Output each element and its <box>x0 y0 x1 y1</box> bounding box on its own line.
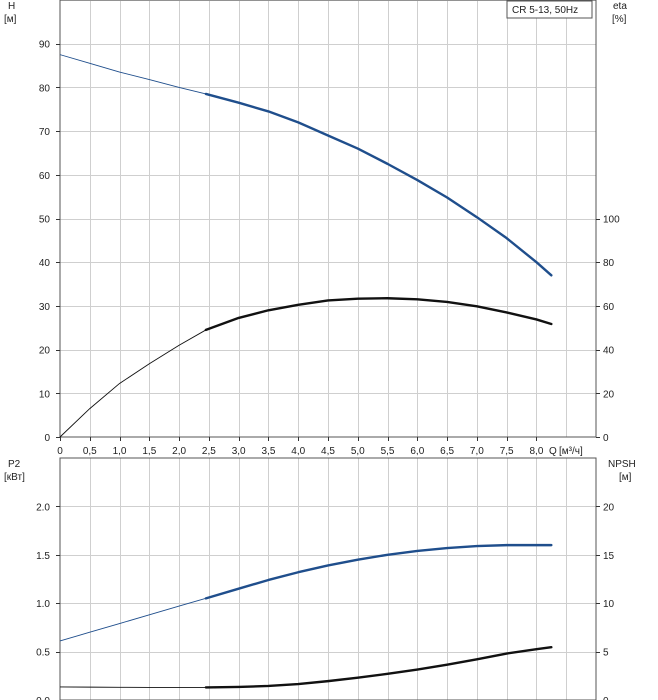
power-npsh-frame <box>59 457 597 700</box>
right-tick-label: 80 <box>603 258 615 269</box>
head-efficiency-series <box>59 54 553 438</box>
top-series-left-operating-line <box>204 92 553 277</box>
right-tick-label: 5 <box>603 648 609 659</box>
npsh-axis-unit: [м] <box>619 472 632 483</box>
head-efficiency-panel: 0 10 20 30 40 50 60 70 80 90 0 20 40 60 80 100 0 0,5 1,0 1,… <box>4 0 627 457</box>
right-tick-label: 20 <box>603 502 615 513</box>
right-tick-label: 0 <box>603 696 609 700</box>
left-tick-label: 60 <box>39 171 51 182</box>
left-tick-label: 70 <box>39 127 51 138</box>
left-tick-label: 20 <box>39 346 51 357</box>
legend-box <box>506 0 593 19</box>
x-tick-label: 1,5 <box>142 446 156 457</box>
flow-axis-unit: [м³/ч] <box>559 446 583 457</box>
x-tick-label: 8,0 <box>529 446 543 457</box>
left-tick-label: 2.0 <box>36 502 50 513</box>
eta-axis-label: eta <box>613 1 627 12</box>
x-tick-label: 4,5 <box>321 446 335 457</box>
left-tick-label: 40 <box>39 258 51 269</box>
x-tick-label: 0 <box>57 446 63 457</box>
x-tick-label: 2,5 <box>202 446 216 457</box>
x-tick-label: 6,0 <box>410 446 424 457</box>
power-axis-label: P2 <box>8 459 21 470</box>
power-npsh-panel: 0.0 0.5 1.0 1.5 2.0 0 5 10 15 20 P2 [кВт] NPSH [м… <box>4 457 636 700</box>
npsh-axis-label: NPSH <box>608 459 636 470</box>
left-tick-label: 30 <box>39 302 51 313</box>
head-efficiency-ticks: 0 10 20 30 40 50 60 70 80 90 0 20 40 60 80 100 0 0,5 1,0 1,… <box>39 40 620 457</box>
x-tick-label: 3,0 <box>232 446 246 457</box>
power-axis-unit: [кВт] <box>4 472 25 483</box>
left-tick-label: 0.0 <box>36 696 50 700</box>
power-npsh-ticks: 0.0 0.5 1.0 1.5 2.0 0 5 10 15 20 <box>36 502 614 700</box>
x-tick-label: 5,5 <box>381 446 395 457</box>
x-tick-label: 7,0 <box>470 446 484 457</box>
bottom-series-left-operating-line <box>204 543 553 600</box>
head-efficiency-grid <box>60 0 596 437</box>
left-tick-label: 50 <box>39 215 51 226</box>
right-tick-label: 15 <box>603 551 615 562</box>
x-tick-label: 0,5 <box>83 446 97 457</box>
left-tick-label: 90 <box>39 40 51 51</box>
left-tick-label: 1.0 <box>36 599 50 610</box>
right-tick-label: 10 <box>603 599 615 610</box>
x-tick-label: 1,0 <box>113 446 127 457</box>
head-axis-label: H <box>8 1 15 12</box>
left-tick-label: 10 <box>39 389 51 400</box>
bottom-series-right-operating-line <box>204 646 553 689</box>
legend-label: CR 5-13, 50Hz <box>512 5 578 16</box>
flow-axis-label: Q <box>549 446 557 457</box>
eta-axis-unit: [%] <box>612 14 627 25</box>
x-tick-label: 2,0 <box>172 446 186 457</box>
x-tick-label: 7,5 <box>500 446 514 457</box>
right-tick-label: 60 <box>603 302 615 313</box>
top-series-right-operating-line <box>204 297 553 332</box>
right-tick-label: 40 <box>603 346 615 357</box>
head-axis-unit: [м] <box>4 14 17 25</box>
top-series-right-extrapolated-line <box>59 329 207 438</box>
left-tick-label: 0 <box>44 433 50 444</box>
right-tick-label: 100 <box>603 215 620 226</box>
power-npsh-series <box>59 543 553 689</box>
right-tick-label: 0 <box>603 433 609 444</box>
power-npsh-grid <box>60 458 596 700</box>
x-tick-label: 3,5 <box>261 446 275 457</box>
left-tick-label: 0.5 <box>36 648 50 659</box>
x-tick-label: 6,5 <box>440 446 454 457</box>
right-tick-label: 20 <box>603 389 615 400</box>
bottom-series-left-extrapolated-line <box>59 597 207 642</box>
x-tick-label: 5,0 <box>351 446 365 457</box>
top-series-left-extrapolated-line <box>59 54 207 95</box>
x-tick-label: 4,0 <box>291 446 305 457</box>
left-tick-label: 1.5 <box>36 551 50 562</box>
left-tick-label: 80 <box>39 83 51 94</box>
